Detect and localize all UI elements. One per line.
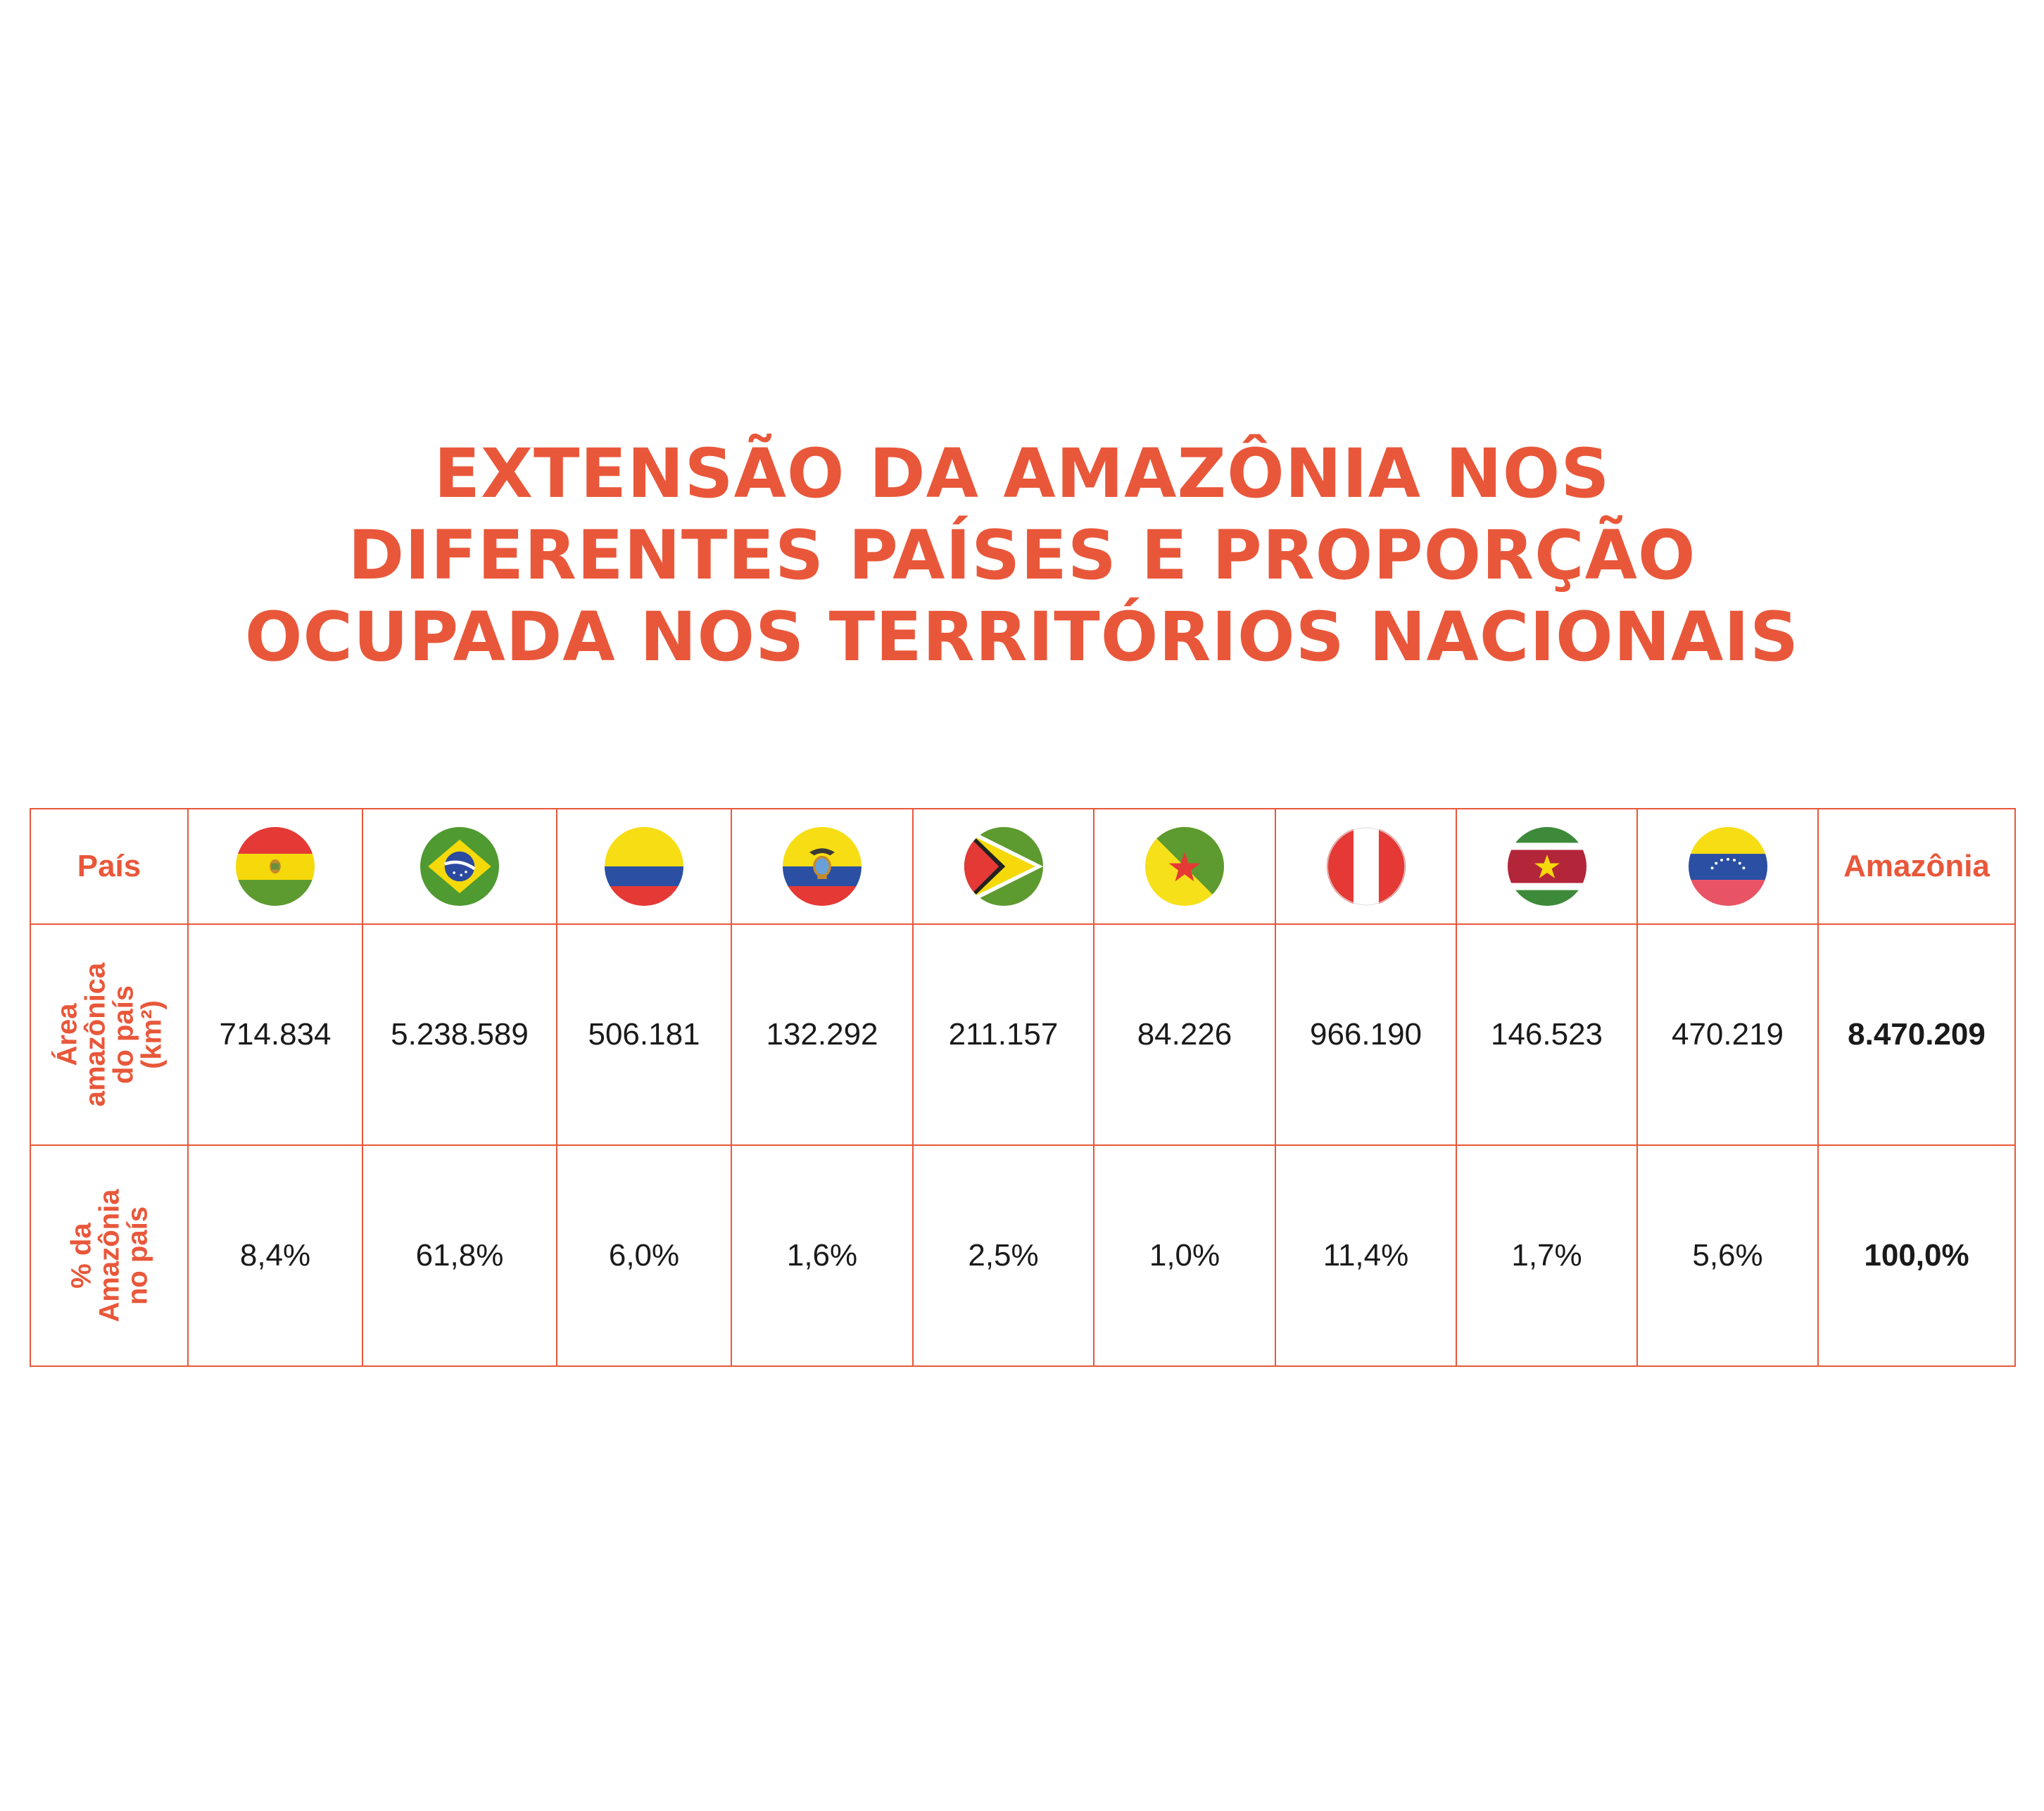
area-value-guyana: 211.157: [912, 923, 1094, 1146]
flag-cell-brazil: [362, 808, 557, 925]
peru-flag-icon: [1326, 827, 1406, 906]
flag-cell-venezuela: [1636, 808, 1819, 925]
percent-label-line-2: Amazônia: [94, 1189, 125, 1323]
amazon-extent-table: País Amazônia Área amazônica do país (km…: [30, 808, 2016, 1367]
percent-row-header: % da Amazônia no país: [30, 1144, 189, 1367]
suriname-flag-icon: [1507, 827, 1586, 906]
percent-value-peru: 11,4%: [1275, 1144, 1457, 1367]
ecuador-flag-icon: [783, 827, 862, 906]
area-value-french-guiana: 84.226: [1093, 923, 1276, 1146]
percent-value-bolivia: 8,4%: [187, 1144, 363, 1367]
amazonia-total-header: Amazônia: [1817, 808, 2016, 925]
percent-value-guyana: 2,5%: [912, 1144, 1094, 1367]
area-value-brazil: 5.238.589: [362, 923, 557, 1146]
percent-value-brazil: 61,8%: [362, 1144, 557, 1367]
chart-title: EXTENSÃO DA AMAZÔNIA NOS DIFERENTES PAÍS…: [0, 433, 2044, 678]
area-label-line-4: (km²): [136, 1000, 167, 1069]
country-header: País: [30, 808, 189, 925]
percent-value-venezuela: 5,6%: [1636, 1144, 1819, 1367]
brazil-flag-icon: [420, 827, 499, 906]
percent-value-colombia: 6,0%: [556, 1144, 732, 1367]
country-row: País Amazônia: [30, 808, 2016, 925]
area-label-line-3: do país: [108, 985, 139, 1085]
flag-cell-ecuador: [731, 808, 914, 925]
colombia-flag-icon: [605, 827, 683, 906]
area-label-line-1: Área: [51, 1003, 82, 1066]
area-value-venezuela: 470.219: [1636, 923, 1819, 1146]
area-value-suriname: 146.523: [1456, 923, 1638, 1146]
area-row-label: Área amazônica do país (km²): [51, 962, 167, 1107]
percent-value-french-guiana: 1,0%: [1093, 1144, 1276, 1367]
area-row-header: Área amazônica do país (km²): [30, 923, 189, 1146]
area-value-peru: 966.190: [1275, 923, 1457, 1146]
area-value-ecuador: 132.292: [731, 923, 914, 1146]
venezuela-flag-icon: [1688, 827, 1767, 906]
flag-cell-peru: [1275, 808, 1457, 925]
title-line-3: OCUPADA NOS TERRITÓRIOS NACIONAIS: [244, 598, 1800, 676]
title-line-2: DIFERENTES PAÍSES E PROPORÇÃO: [348, 516, 1696, 595]
percent-row-label: % da Amazônia no país: [65, 1189, 153, 1323]
percent-value-ecuador: 1,6%: [731, 1144, 914, 1367]
percent-label-line-3: no país: [122, 1206, 153, 1306]
percent-value-suriname: 1,7%: [1456, 1144, 1638, 1367]
flag-cell-bolivia: [187, 808, 363, 925]
flag-cell-colombia: [556, 808, 732, 925]
title-line-1: EXTENSÃO DA AMAZÔNIA NOS: [434, 434, 1610, 513]
percent-total-value: 100,0%: [1817, 1144, 2016, 1367]
french-guiana-flag-icon: [1145, 827, 1224, 906]
percent-row: % da Amazônia no país 8,4% 61,8% 6,0% 1,…: [30, 1144, 2016, 1367]
area-row: Área amazônica do país (km²) 714.834 5.2…: [30, 923, 2016, 1146]
area-label-line-2: amazônica: [80, 962, 111, 1107]
area-total-value: 8.470.209: [1817, 923, 2016, 1146]
guyana-flag-icon: [964, 827, 1043, 906]
flag-cell-french-guiana: [1093, 808, 1276, 925]
flag-cell-suriname: [1456, 808, 1638, 925]
area-value-bolivia: 714.834: [187, 923, 363, 1146]
flag-cell-guyana: [912, 808, 1094, 925]
area-value-colombia: 506.181: [556, 923, 732, 1146]
bolivia-flag-icon: [236, 827, 315, 906]
percent-label-line-1: % da: [65, 1223, 96, 1289]
